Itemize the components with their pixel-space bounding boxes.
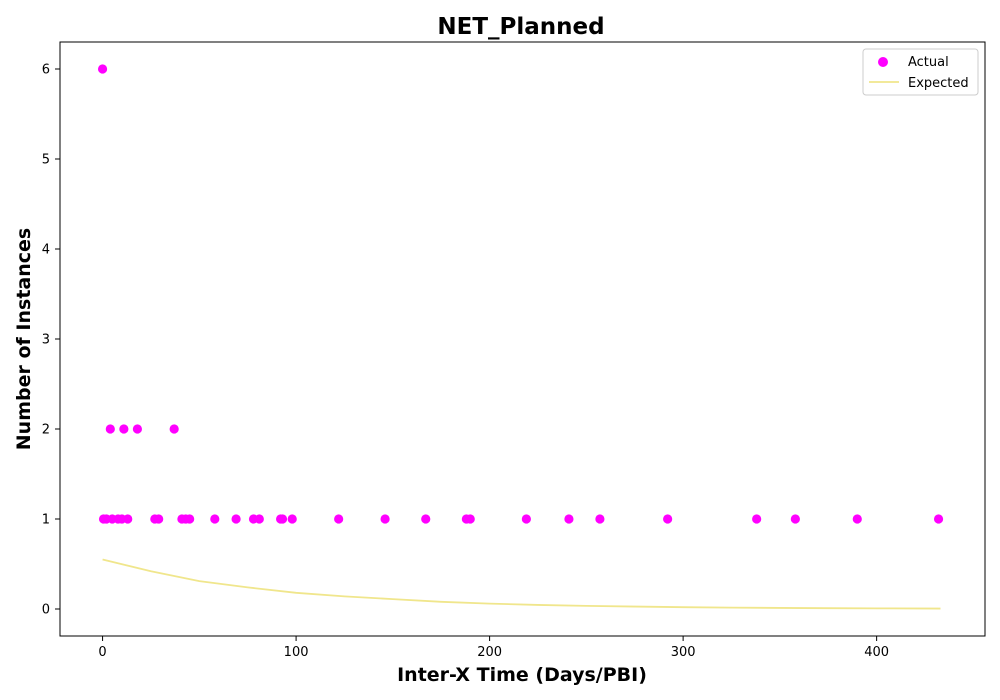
plot-area xyxy=(59,41,986,637)
data-point-actual xyxy=(663,514,673,524)
data-point-actual xyxy=(421,514,431,524)
y-tick-label: 3 xyxy=(42,333,50,348)
x-tick-label: 400 xyxy=(864,645,889,660)
data-point-actual xyxy=(119,424,129,434)
data-point-actual xyxy=(790,514,800,524)
y-tick-label: 6 xyxy=(42,63,50,78)
axis-ticks: 0 100 200 300 400 0 1 2 3 4 5 6 xyxy=(42,63,889,661)
legend-label-actual: Actual xyxy=(908,55,949,70)
data-point-actual xyxy=(465,514,475,524)
y-tick-label: 2 xyxy=(42,423,50,438)
x-axis-label: Inter-X Time (Days/PBI) xyxy=(397,664,647,686)
data-point-actual xyxy=(852,514,862,524)
data-point-actual xyxy=(254,514,264,524)
x-tick-label: 300 xyxy=(671,645,696,660)
data-point-actual xyxy=(752,514,762,524)
data-point-actual xyxy=(334,514,344,524)
data-point-actual xyxy=(380,514,390,524)
data-point-actual xyxy=(132,424,143,434)
data-point-actual xyxy=(154,514,164,524)
data-point-actual xyxy=(105,424,115,434)
legend-label-expected: Expected xyxy=(908,76,969,91)
data-point-actual xyxy=(123,514,133,524)
data-point-actual xyxy=(169,424,179,434)
legend-box xyxy=(862,48,979,96)
x-tick-label: 100 xyxy=(284,645,309,660)
plot-frame xyxy=(59,41,986,637)
data-point-actual xyxy=(210,514,220,524)
y-tick-label: 5 xyxy=(42,153,50,168)
expected-line xyxy=(102,558,941,610)
legend-marker-actual xyxy=(878,57,888,67)
data-point-actual xyxy=(564,514,574,524)
y-tick-label: 4 xyxy=(42,243,50,258)
data-point-actual xyxy=(185,514,195,524)
chart-title: NET_Planned xyxy=(437,14,604,40)
y-tick-label: 1 xyxy=(42,513,50,528)
data-point-actual xyxy=(97,64,108,74)
data-point-actual xyxy=(231,514,241,524)
data-point-actual xyxy=(521,514,531,524)
y-axis-label: Number of Instances xyxy=(13,228,35,450)
data-point-actual xyxy=(287,514,297,524)
data-point-actual xyxy=(595,514,605,524)
legend: Actual Expected xyxy=(862,48,979,96)
data-point-actual xyxy=(277,514,288,524)
data-point-actual xyxy=(933,514,944,524)
y-tick-label: 0 xyxy=(42,603,50,618)
x-tick-label: 200 xyxy=(477,645,502,660)
x-tick-label: 0 xyxy=(98,645,106,660)
